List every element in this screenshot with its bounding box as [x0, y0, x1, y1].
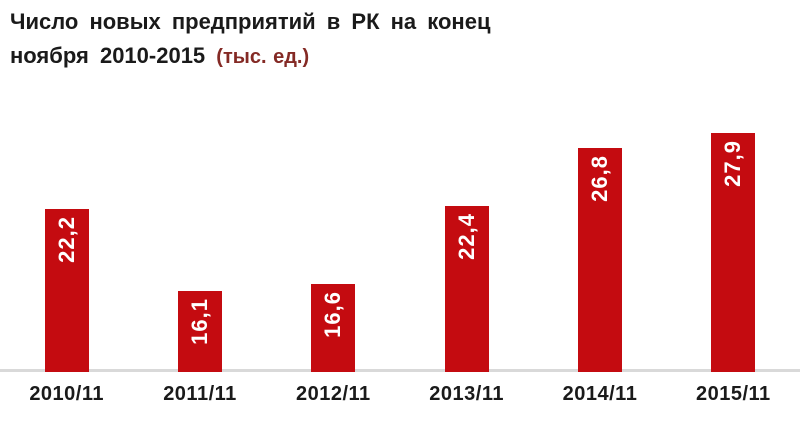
- chart-title-line1: Число новых предприятий в РК на конец: [10, 5, 490, 39]
- bar-2015/11: 27,9: [711, 133, 756, 372]
- bar-2014/11: 26,8: [578, 148, 622, 372]
- category-axis: 2010/11 2011/11 2012/11 2013/11 2014/11 2015/…: [0, 383, 800, 406]
- x-axis-label-2014/11: 2014/11: [562, 383, 638, 405]
- bar-2011/11: 16,1: [178, 291, 222, 372]
- chart-title: Число новых предприятий в РК на конец но…: [10, 5, 490, 74]
- bar-value-label: 22,4: [453, 213, 479, 260]
- x-axis-label-2013/11: 2013/11: [429, 383, 504, 405]
- x-axis-label-2010/11: 2010/11: [29, 383, 105, 405]
- bar-value-label: 16,1: [187, 298, 212, 345]
- chart-title-text-2: ноября 2010-2015: [10, 43, 206, 68]
- x-axis-line: [0, 369, 800, 372]
- bar-2013/11: 22,4: [444, 206, 489, 372]
- x-axis-label-2015/11: 2015/11: [695, 383, 771, 405]
- bar-value-label: 27,9: [720, 140, 746, 187]
- chart-title-text-1: Число новых предприятий в РК на конец: [10, 9, 491, 34]
- chart-title-line2: ноября 2010-2015 (тыс. ед.): [10, 39, 490, 74]
- chart-title-unit: (тыс. ед.): [216, 46, 310, 68]
- x-axis-label-2012/11: 2012/11: [295, 383, 371, 405]
- bar-value-label: 16,6: [320, 291, 346, 338]
- bar-2012/11: 16,6: [311, 284, 356, 372]
- bar-value-label: 26,8: [587, 155, 612, 202]
- bar-2010/11: 22,2: [44, 209, 89, 372]
- x-axis-label-2011/11: 2011/11: [163, 383, 237, 405]
- bar-value-label: 22,2: [53, 216, 79, 263]
